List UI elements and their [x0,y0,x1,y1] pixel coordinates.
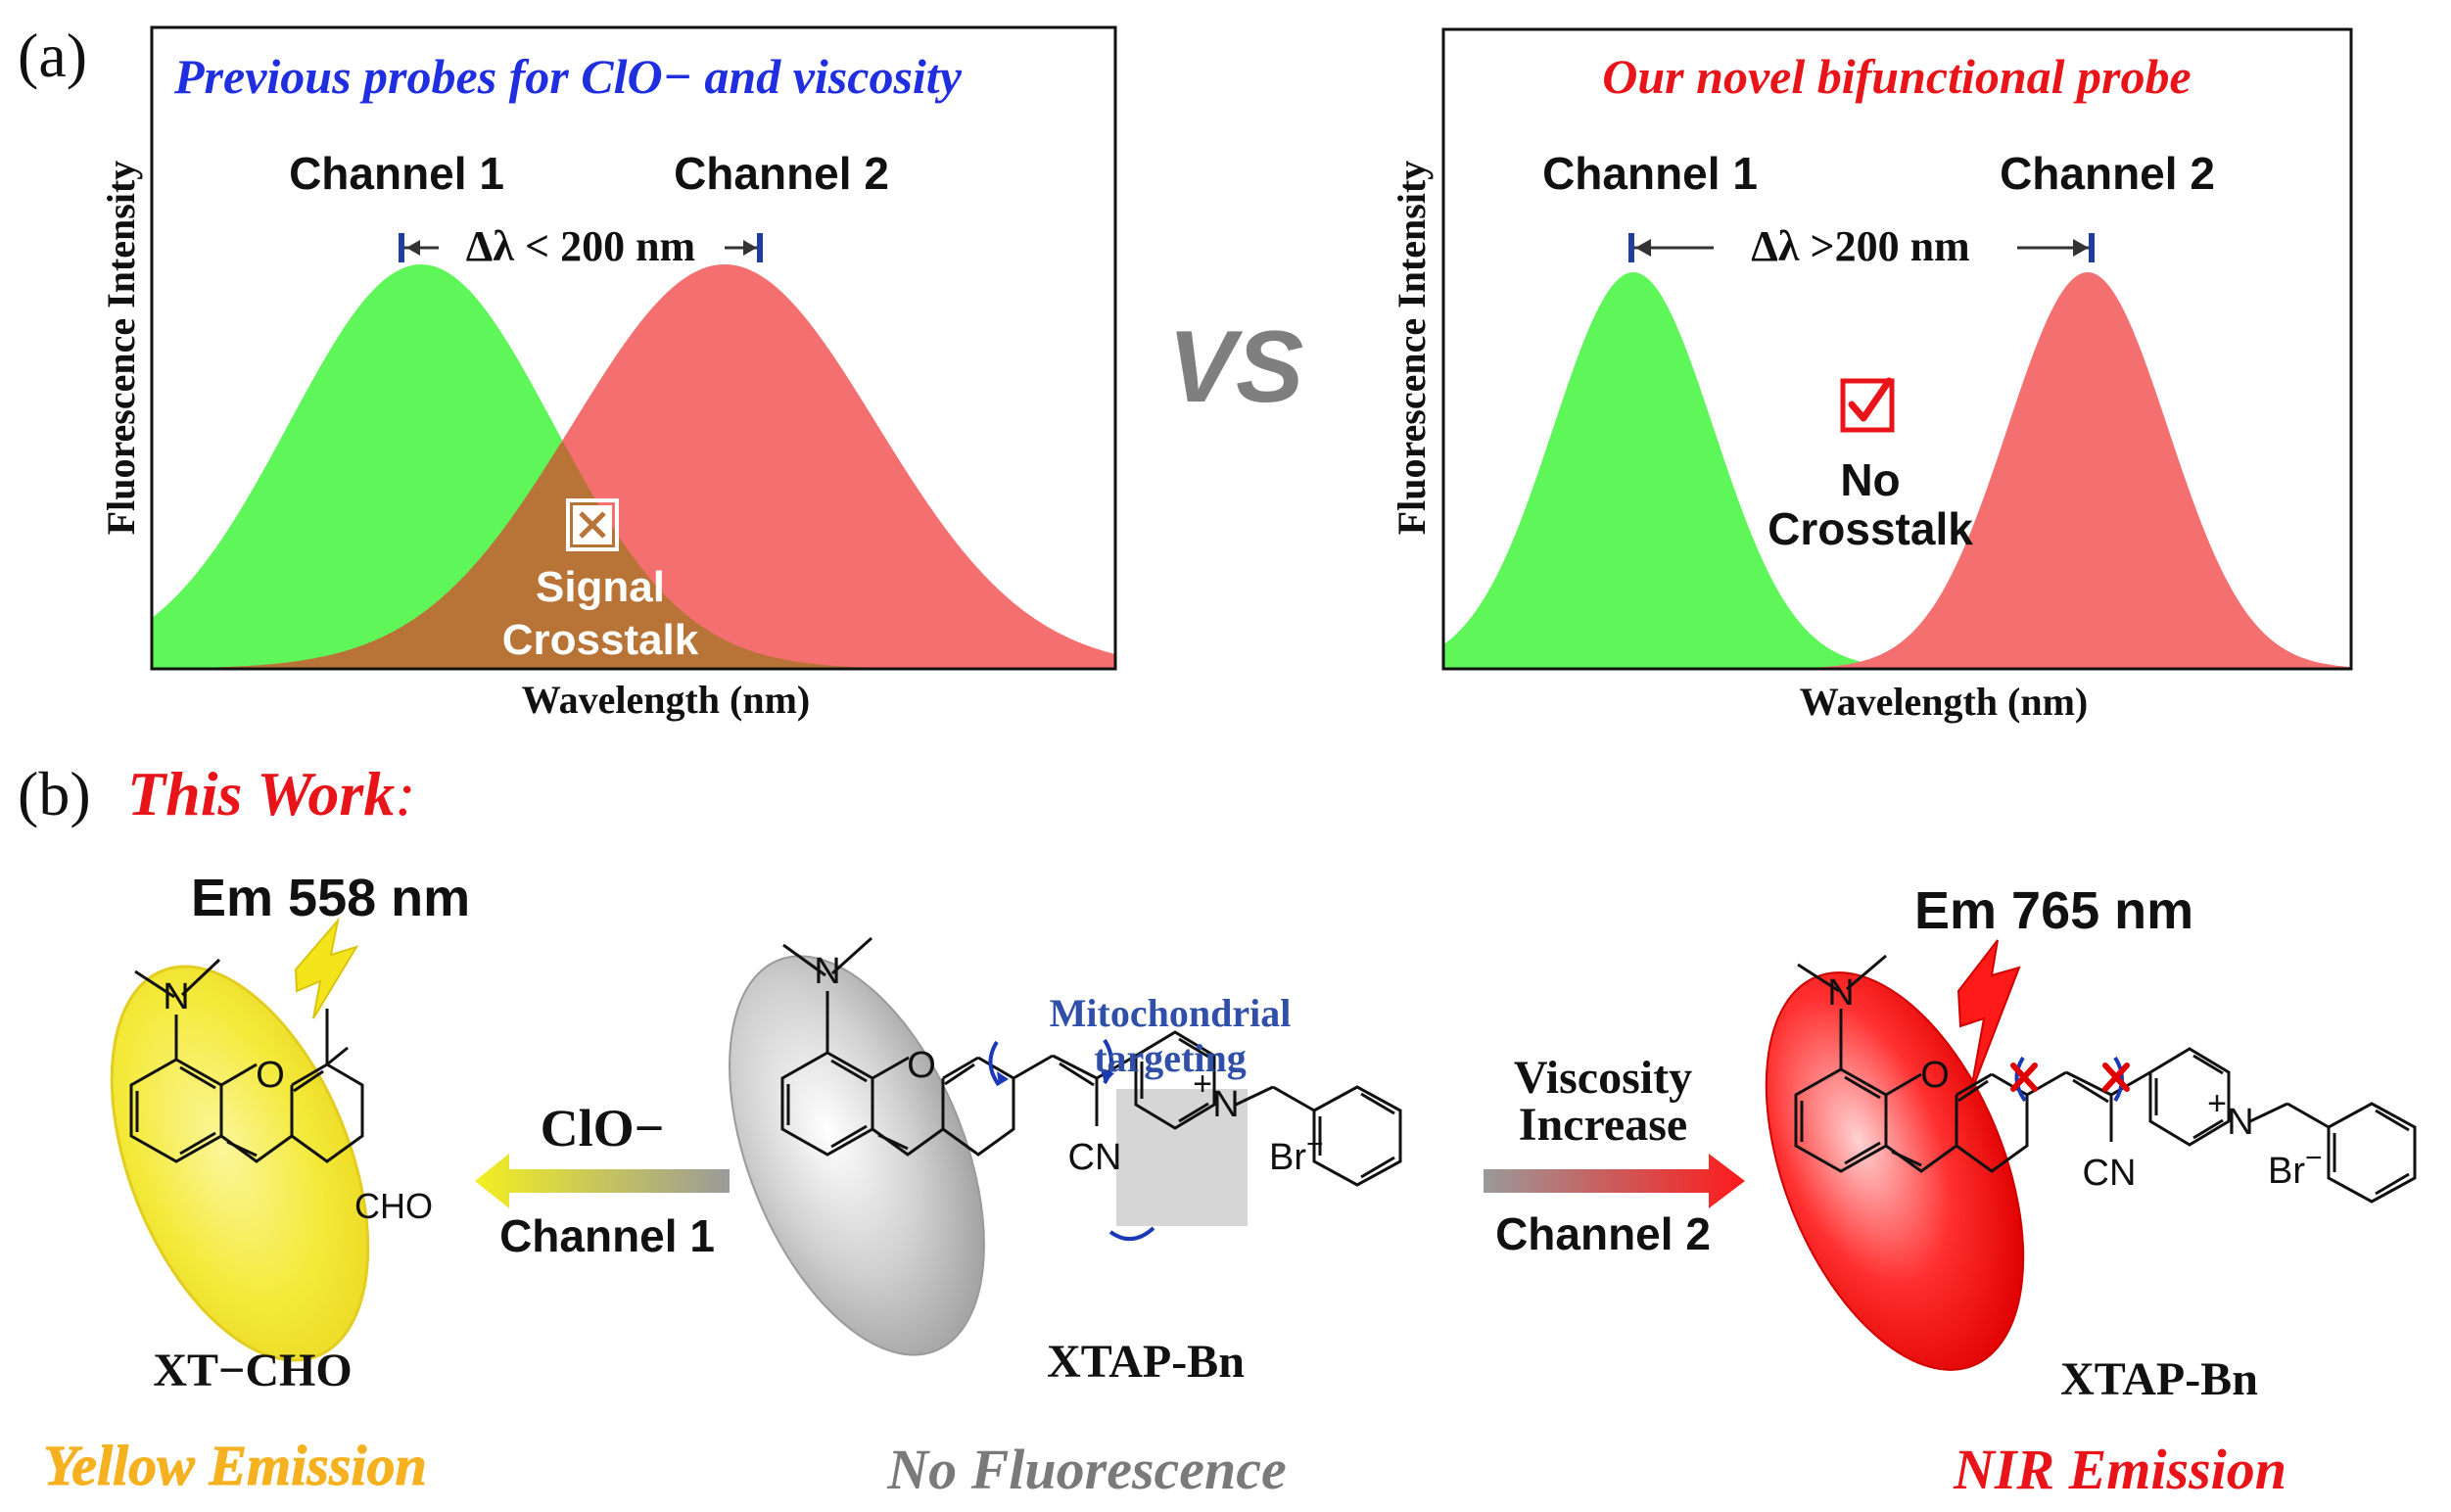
no-crosstalk-line2: Crosstalk [1768,503,1973,554]
right-delta-label: Δλ >200 nm [1751,222,1969,270]
blocked-rotation-icon-2 [2113,1056,2124,1103]
center-br-charge: − [1306,1128,1324,1160]
right-xlabel: Wavelength (nm) [1800,680,2088,724]
viscosity-arrow-shape [1484,1154,1745,1208]
clo-arrow-shape [475,1154,730,1208]
yellow-emission-label: Yellow Emission [43,1434,427,1497]
left-xlabel: Wavelength (nm) [522,678,810,722]
right-br-symbol: Br [2268,1151,2305,1192]
left-channel2-peak [152,264,1115,669]
no-fluorescence-label: No Fluorescence [886,1438,1287,1501]
left-delta-label: Δλ < 200 nm [466,222,695,270]
blocked-rotation-icon-1 [2014,1056,2027,1103]
right-channel2-peak [1443,272,2351,669]
xtap-bn-center-molecule: N O N + CN Br− Mitochondrial targeting X… [729,936,1402,1501]
rotation-arrow-icon-3 [1108,1226,1155,1241]
channel2-label-b: Channel 2 [1495,1208,1711,1259]
center-pyridinium-n: N [1212,1084,1239,1125]
xtap-bn-center-skeleton [780,936,1402,1187]
red-highlight-oval [1765,971,2025,1371]
vs-label: VS [1168,310,1304,424]
channel1-label-b: Channel 1 [499,1210,715,1261]
left-channel2-label: Channel 2 [674,148,889,199]
target-label-line1: Mitochondrial [1050,991,1292,1035]
clo-arrow: ClO− Channel 1 [475,1099,730,1261]
left-overlap-region [152,442,1115,669]
no-crosstalk-line1: No [1840,454,1900,505]
crosstalk-label-line2: Crosstalk [502,616,699,664]
right-channel1-label: Channel 1 [1542,148,1758,199]
pyridinium-highlight-box [1116,1089,1248,1226]
target-label-line2: targeting [1094,1036,1247,1080]
right-channel1-peak [1443,272,2351,669]
lightning-red-icon [1956,939,2021,1096]
viscosity-label-line1: Viscosity [1514,1052,1692,1104]
right-channel2-label: Channel 2 [2000,148,2215,199]
right-em: Em 765 nm [1914,881,2193,940]
center-o: O [907,1045,936,1086]
xt-cho-name: XT−CHO [153,1345,352,1396]
center-n: N [814,951,840,992]
check-box-icon [1840,377,1895,433]
left-plot-title: Previous probes for ClO− and viscosity [173,49,963,104]
center-cn: CN [1068,1137,1122,1178]
xtap-bn-right-skeleton [1794,954,2417,1204]
left-plot: Previous probes for ClO− and viscosity C… [99,25,1117,722]
center-br-symbol: Br [1269,1137,1306,1178]
viscosity-label-line2: Increase [1519,1099,1687,1151]
nir-emission-label: NIR Emission [1953,1438,2286,1501]
right-n: N [1827,972,1854,1014]
center-br: Br− [1269,1128,1324,1178]
center-plus: + [1193,1065,1212,1103]
panel-b-title-text: This Work [127,759,395,828]
viscosity-arrow: Viscosity Increase Channel 2 [1484,1052,1745,1259]
xt-cho-n: N [163,976,189,1017]
panel-a-label: (a) [18,21,87,90]
right-pyridinium-n: N [2227,1102,2253,1143]
lightning-yellow-icon [294,917,359,1019]
xt-cho-molecule: N O CHO Em 558 nm XT−CHO Yellow Emission [43,869,470,1498]
gray-highlight-oval [729,955,985,1356]
crosstalk-label-line1: Signal [536,563,665,611]
xt-cho-o: O [256,1055,285,1096]
clo-label: ClO− [541,1099,665,1158]
right-br-charge: − [2305,1142,2323,1174]
right-cn: CN [2083,1153,2137,1194]
right-br: Br− [2268,1142,2323,1192]
right-plot-title: Our novel bifunctional probe [1602,49,2191,104]
xt-cho-skeleton [129,958,364,1163]
x-box-icon [566,498,619,551]
xt-cho-cho: CHO [354,1186,433,1226]
right-plus: + [2207,1085,2227,1122]
right-o: O [1920,1055,1950,1096]
left-channel1-peak [152,264,1115,669]
left-channel1-label: Channel 1 [289,148,504,199]
panel-b-title-colon: : [395,759,415,828]
yellow-highlight-oval [110,965,370,1362]
right-plot: Our novel bifunctional probe Channel 1 C… [1390,27,2353,724]
xtap-bn-right-molecule: N O N + CN Br− Em 765 nm XTAP-Bn NIR Emi… [1765,881,2417,1501]
right-name: XTAP-Bn [2060,1353,2258,1405]
right-ylabel: Fluorescence Intensity [1390,161,1434,536]
rotation-arrow-icon-1 [988,1040,1001,1087]
center-name: XTAP-Bn [1047,1336,1245,1388]
xt-cho-em: Em 558 nm [191,869,470,927]
panel-b-label: (b) [18,759,91,828]
left-ylabel: Fluorescence Intensity [99,161,143,536]
panel-b-title: This Work: [127,759,416,828]
